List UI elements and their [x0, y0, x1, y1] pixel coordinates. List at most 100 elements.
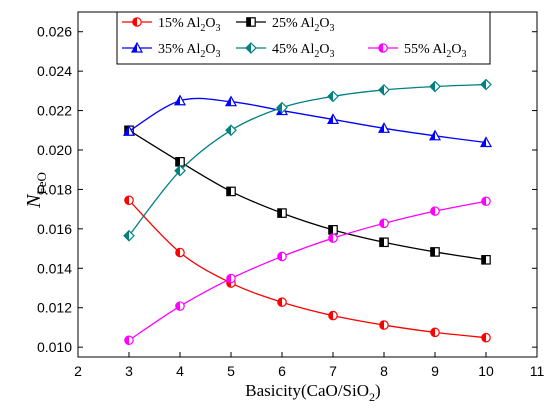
data-point-fill [328, 233, 334, 243]
axes-layer: 2 3 4 5 6 7 8 9 10 110.0100.0120.0140.0160.0180.0… [37, 11, 545, 379]
data-point-fill [277, 102, 282, 113]
data-point-fill [379, 320, 385, 330]
y-axis-title-subscript: FeO [34, 172, 49, 194]
legend-label-part: O [319, 16, 329, 31]
x-tick-label: 9 [431, 363, 439, 379]
data-point [175, 247, 185, 258]
data-point [277, 297, 287, 307]
data-point [124, 335, 134, 346]
data-point-fill [226, 96, 231, 106]
data-point-fill [328, 91, 333, 102]
data-point [429, 80, 441, 93]
y-tick-label: 0.016 [37, 221, 72, 237]
y-tick-label: 0.026 [37, 24, 72, 40]
x-tick-label: 7 [329, 363, 337, 379]
y-tick-label: 0.018 [37, 181, 72, 197]
data-point [276, 101, 288, 114]
x-axis-title-subscript: 2 [369, 390, 375, 404]
data-point-fill [379, 238, 384, 247]
legend-label-part: 2 [200, 49, 205, 60]
data-point-fill [277, 252, 282, 261]
legend-marker [245, 42, 257, 54]
legend-label-part: 45% Al [272, 42, 315, 57]
data-point [481, 332, 491, 343]
series-2 [124, 125, 491, 265]
legend-label-part: O [319, 42, 329, 57]
data-point [277, 251, 287, 262]
y-tick-label: 0.022 [37, 103, 72, 119]
x-tick-label: 4 [176, 363, 184, 379]
y-tick-label: 0.020 [37, 142, 72, 158]
legend-label-part: 2 [314, 49, 319, 60]
data-point [430, 327, 440, 338]
legend-label: 25% Al2O3 [272, 16, 335, 34]
data-point [224, 95, 238, 107]
data-point [328, 233, 338, 243]
series-4 [123, 78, 492, 242]
series-layer [122, 78, 493, 346]
y-tick-label: 0.024 [37, 63, 72, 79]
data-point-fill [481, 137, 486, 147]
legend-label-part: 2 [200, 23, 205, 34]
data-point-fill [175, 301, 180, 311]
x-tick-label: 5 [227, 363, 235, 379]
legend-marker [130, 41, 144, 53]
data-point [328, 225, 338, 235]
legend-label-part: 55% Al [404, 42, 447, 57]
data-point-fill [430, 130, 435, 140]
data-point [175, 301, 185, 311]
data-point [226, 273, 236, 284]
legend-marker-fill [246, 17, 251, 27]
legend-item: 55% Al2O3 [368, 42, 467, 60]
data-point-fill [124, 126, 129, 136]
legend-label: 35% Al2O3 [158, 42, 221, 60]
x-tick-label: 3 [125, 363, 133, 379]
legend-label-part: O [205, 42, 215, 57]
legend-marker [378, 43, 388, 53]
y-tick-label: 0.012 [37, 300, 72, 316]
y-axis-title-main: N [23, 193, 45, 209]
legend-label-part: 3 [216, 23, 221, 34]
legend-label-part: 2 [446, 49, 451, 60]
legend-label-part: 25% Al [272, 16, 315, 31]
x-tick-label: 10 [478, 363, 494, 379]
data-point [481, 196, 491, 207]
data-point-fill [226, 274, 231, 283]
legend-item: 25% Al2O3 [236, 16, 335, 34]
data-point-fill [430, 206, 435, 216]
data-point [175, 157, 185, 167]
x-axis-title-end: ) [375, 381, 381, 400]
data-point [226, 186, 236, 197]
data-point-fill [430, 328, 435, 337]
y-tick-label: 0.010 [37, 339, 72, 355]
data-point [377, 122, 391, 133]
data-point-fill [175, 248, 180, 257]
data-point-fill [481, 255, 486, 265]
data-point-fill [328, 114, 333, 124]
x-tick-label: 8 [380, 363, 388, 379]
data-point [225, 124, 237, 137]
x-tick-label: 11 [530, 363, 545, 379]
legend-label-part: 3 [216, 49, 221, 60]
data-point-fill [430, 247, 435, 257]
data-point [428, 129, 442, 141]
legend-label-part: 3 [330, 49, 335, 60]
data-point-fill [481, 333, 487, 342]
data-point-fill [379, 84, 384, 95]
x-axis-title-main: Basicity(CaO/SiO [245, 381, 369, 400]
data-point [479, 136, 493, 148]
data-point-fill [481, 79, 486, 90]
data-point-fill [277, 208, 282, 218]
data-point [327, 90, 339, 103]
series-line [128, 97, 487, 144]
data-point [328, 310, 338, 321]
data-point [379, 237, 389, 248]
legend-marker [132, 17, 142, 27]
data-point-fill [226, 187, 231, 196]
data-point [430, 247, 440, 257]
data-point [173, 94, 187, 106]
series-5 [124, 196, 491, 346]
data-point-fill [328, 311, 333, 320]
